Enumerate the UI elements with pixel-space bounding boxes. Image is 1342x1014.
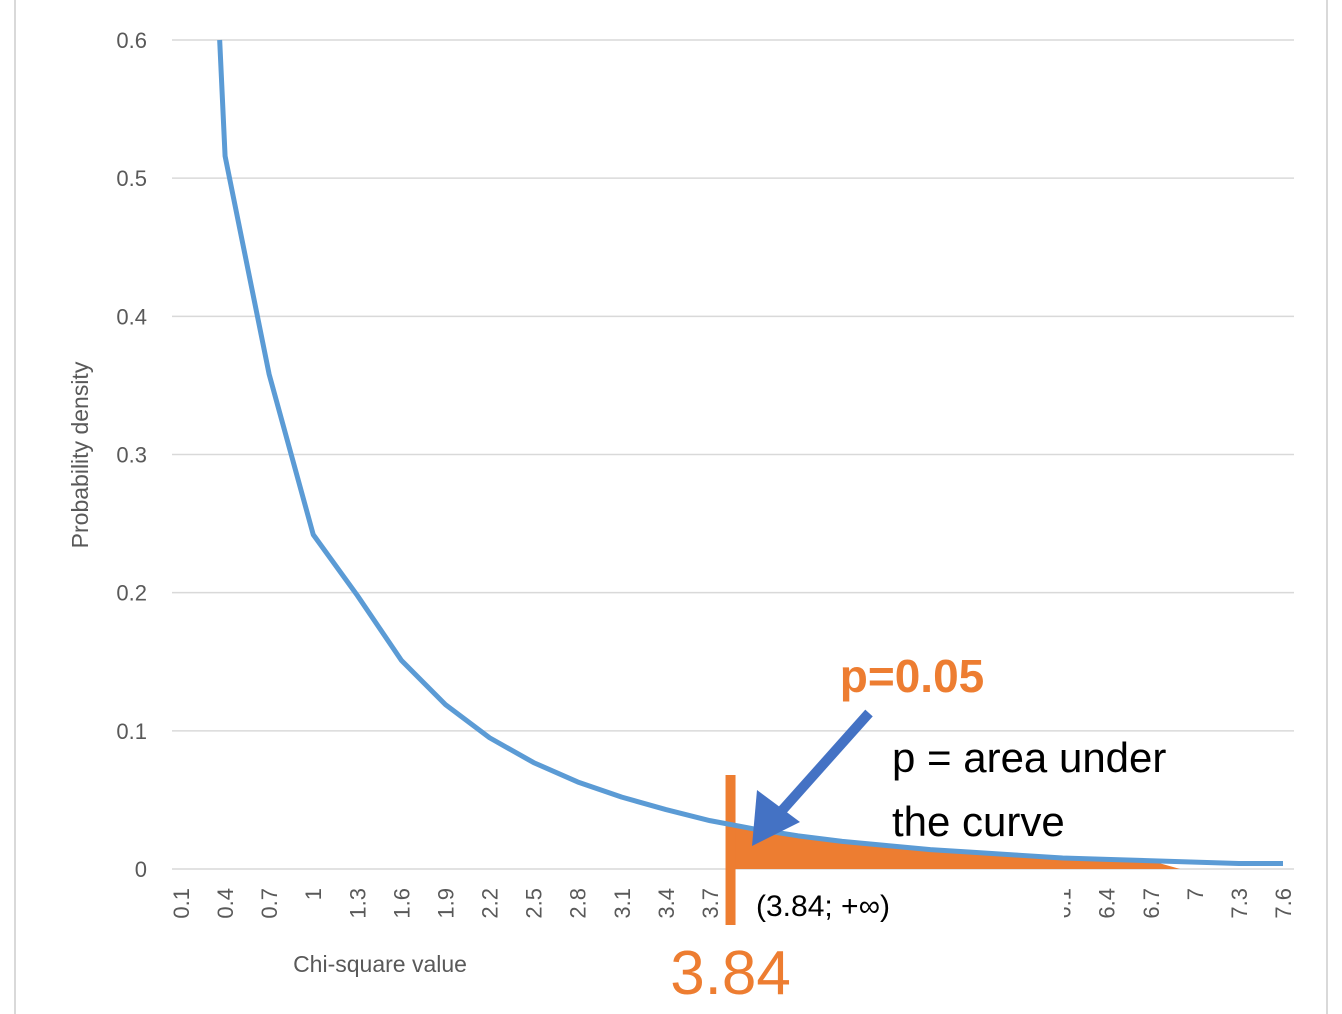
gridlines: [172, 39, 1294, 870]
density-series: [217, 39, 1283, 866]
x-tick-label: 2.5: [522, 888, 547, 919]
x-tick-label: 1.9: [433, 888, 458, 919]
x-axis-ticks: 0.10.40.711.31.61.92.22.52.83.13.43.744.…: [169, 878, 1296, 956]
x-axis-title: Chi-square value: [293, 951, 467, 977]
x-tick-label: 0.1: [169, 888, 194, 919]
x-tick-label: 2.8: [566, 888, 591, 919]
y-tick-label: 0.5: [116, 166, 147, 191]
x-tick-label: 6.7: [1139, 888, 1164, 919]
annotations: p=0.05 p = area under the curve (3.84; +∞) 3…: [670, 650, 1166, 1008]
p-value-label: p=0.05: [840, 650, 985, 702]
x-tick-label: 7: [1183, 888, 1208, 900]
x-tick-label: 3.7: [698, 888, 723, 919]
area-caption-line1: p = area under: [892, 734, 1166, 781]
series-line: [217, 39, 1283, 866]
tail-fill: [730, 824, 1181, 869]
x-tick-label: 3.1: [610, 888, 635, 919]
x-tick-label: 3.4: [654, 888, 679, 919]
x-tick-label: 2.2: [478, 888, 503, 919]
arrow-shaft: [774, 709, 873, 819]
x-tick-label: 1.6: [389, 888, 414, 919]
area-caption-line2: the curve: [892, 798, 1065, 845]
y-tick-label: 0.4: [116, 304, 147, 329]
x-tick-label: 1: [301, 888, 326, 900]
arrow-head: [752, 790, 800, 846]
y-tick-label: 0: [135, 857, 147, 882]
y-axis-ticks: 0 0.1 0.2 0.3 0.4 0.5 0.6: [116, 28, 147, 882]
critical-value-label: 3.84: [670, 939, 791, 1008]
y-tick-label: 0.2: [116, 581, 147, 606]
label-cover: [738, 878, 1064, 956]
x-tick-label: 0.4: [213, 888, 238, 919]
interval-label: (3.84; +∞): [756, 890, 890, 923]
x-tick-label: 7.6: [1271, 888, 1296, 919]
x-tick-label: 7.3: [1227, 888, 1252, 919]
x-tick-label: 6.4: [1095, 888, 1120, 919]
y-axis-title: Probability density: [67, 361, 93, 548]
tail-area: [725, 775, 1181, 925]
x-tick-label: 0.7: [257, 888, 282, 919]
y-tick-label: 0.6: [116, 28, 147, 53]
y-tick-label: 0.3: [116, 443, 147, 468]
x-tick-label: 1.3: [345, 888, 370, 919]
y-tick-label: 0.1: [116, 719, 147, 744]
